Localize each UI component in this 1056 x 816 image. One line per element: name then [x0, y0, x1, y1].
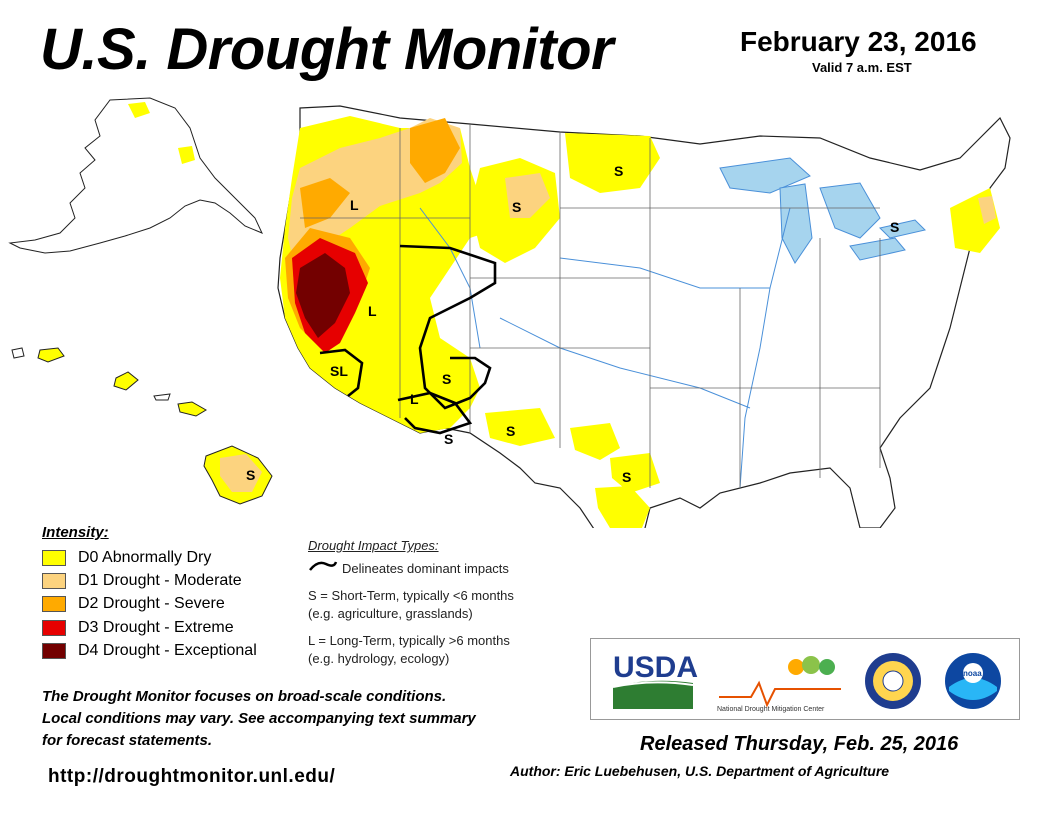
hawaii [11, 347, 273, 505]
valid-time: Valid 7 a.m. EST [812, 60, 912, 75]
legend-item-d4: D4 Drought - Exceptional [42, 641, 257, 661]
long-term-text: L = Long-Term, typically >6 months [308, 633, 510, 648]
legend-swatch [42, 596, 66, 612]
noaa-logo: noaa [945, 653, 1001, 709]
release-date: Released Thursday, Feb. 25, 2016 [640, 733, 959, 755]
delineation-line-icon [309, 561, 338, 571]
partner-logos: USDA National Drought Mitigation Center … [590, 638, 1020, 720]
map-label: SL [330, 363, 348, 379]
alaska [8, 97, 263, 254]
legend-item-d2: D2 Drought - Severe [42, 594, 225, 614]
map-label: S [890, 219, 899, 235]
website-link[interactable]: http://droughtmonitor.unl.edu/ [48, 766, 336, 787]
legend-label: D1 Drought - Moderate [78, 572, 242, 589]
map-label: L [410, 391, 419, 407]
impact-types-title: Drought Impact Types: [308, 538, 439, 553]
short-term-examples: (e.g. agriculture, grasslands) [308, 606, 473, 621]
noaa-logo-text: noaa [963, 669, 982, 678]
legend-title: Intensity: [42, 524, 109, 541]
disclaimer-line: The Drought Monitor focuses on broad-sca… [42, 688, 447, 705]
map-label: S [622, 469, 631, 485]
map-label: S [614, 163, 623, 179]
map-label: S [444, 431, 453, 447]
legend-label: D3 Drought - Extreme [78, 619, 234, 636]
legend-label: D0 Abnormally Dry [78, 549, 212, 566]
legend-swatch [42, 550, 66, 566]
short-term-text: S = Short-Term, typically <6 months [308, 588, 514, 603]
map-label: S [442, 371, 451, 387]
ndmc-logo-text: National Drought Mitigation Center [717, 706, 825, 713]
disclaimer-line: Local conditions may vary. See accompany… [42, 710, 476, 727]
legend-label: D4 Drought - Exceptional [78, 642, 257, 659]
delineates-text: Delineates dominant impacts [342, 561, 509, 576]
commerce-seal [865, 653, 921, 709]
map-label: S [506, 423, 515, 439]
ndmc-logo: National Drought Mitigation Center [717, 656, 841, 713]
legend-swatch [42, 573, 66, 589]
map-label: S [246, 467, 255, 483]
long-term-examples: (e.g. hydrology, ecology) [308, 651, 450, 666]
legend-item-d3: D3 Drought - Extreme [42, 618, 234, 638]
legend-item-d1: D1 Drought - Moderate [42, 571, 242, 591]
logos-graphic: USDA National Drought Mitigation Center … [612, 651, 1001, 713]
map-date: February 23, 2016 [740, 26, 977, 57]
author: Author: Eric Luebehusen, U.S. Department… [510, 763, 890, 779]
map-label: S [512, 199, 521, 215]
page-title: U.S. Drought Monitor [40, 17, 614, 82]
map-label: L [368, 303, 377, 319]
legend-swatch [42, 620, 66, 636]
legend-swatch [42, 643, 66, 659]
conus [277, 105, 1011, 528]
disclaimer: The Drought Monitor focuses on broad-sca… [42, 686, 572, 752]
drought-map: L S S L SL S L S S S S S S SL [8, 97, 1011, 528]
usda-logo-text: USDA [613, 651, 698, 684]
legend-item-d0: D0 Abnormally Dry [42, 548, 211, 568]
map-label: L [350, 197, 359, 213]
legend-label: D2 Drought - Severe [78, 595, 225, 612]
disclaimer-line: for forecast statements. [42, 732, 213, 749]
